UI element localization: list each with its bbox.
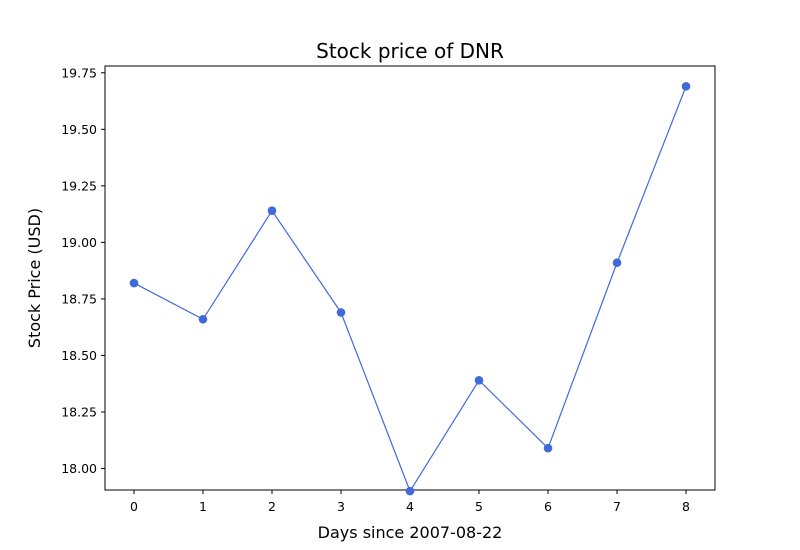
x-tick-label: 8 xyxy=(682,499,690,514)
series-layer xyxy=(129,82,691,496)
data-point xyxy=(405,486,415,496)
x-tick-label: 6 xyxy=(544,499,552,514)
y-tick-label: 19.25 xyxy=(61,178,97,193)
y-tick-label: 19.50 xyxy=(61,122,97,137)
x-tick-label: 3 xyxy=(337,499,345,514)
y-axis: 18.00 18.25 18.50 18.75 19.00 19.25 19.50 19.75 xyxy=(61,65,105,476)
y-axis-label: Stock Price (USD) xyxy=(25,208,44,348)
y-tick-label: 18.75 xyxy=(61,291,97,306)
data-point xyxy=(681,82,691,91)
data-point xyxy=(612,258,622,268)
x-axis-label: Days since 2007-08-22 xyxy=(318,523,503,542)
y-tick-label: 19.75 xyxy=(61,65,97,80)
data-point xyxy=(267,206,277,216)
x-tick-label: 0 xyxy=(130,499,138,514)
x-tick-label: 2 xyxy=(268,499,276,514)
x-tick-label: 1 xyxy=(199,499,207,514)
x-tick-label: 4 xyxy=(406,499,414,514)
x-tick-label: 5 xyxy=(475,499,483,514)
chart-title: Stock price of DNR xyxy=(316,39,504,63)
y-tick-label: 19.00 xyxy=(61,235,97,250)
x-tick-label: 7 xyxy=(613,499,621,514)
data-point xyxy=(129,278,139,288)
data-point xyxy=(198,314,208,324)
series-line xyxy=(133,86,687,493)
data-point xyxy=(543,443,553,453)
data-point xyxy=(474,376,484,385)
y-tick-label: 18.00 xyxy=(61,461,97,476)
plot-area xyxy=(104,65,716,491)
y-tick-label: 18.25 xyxy=(61,404,97,419)
data-point xyxy=(336,308,346,317)
y-tick-label: 18.50 xyxy=(61,348,97,363)
